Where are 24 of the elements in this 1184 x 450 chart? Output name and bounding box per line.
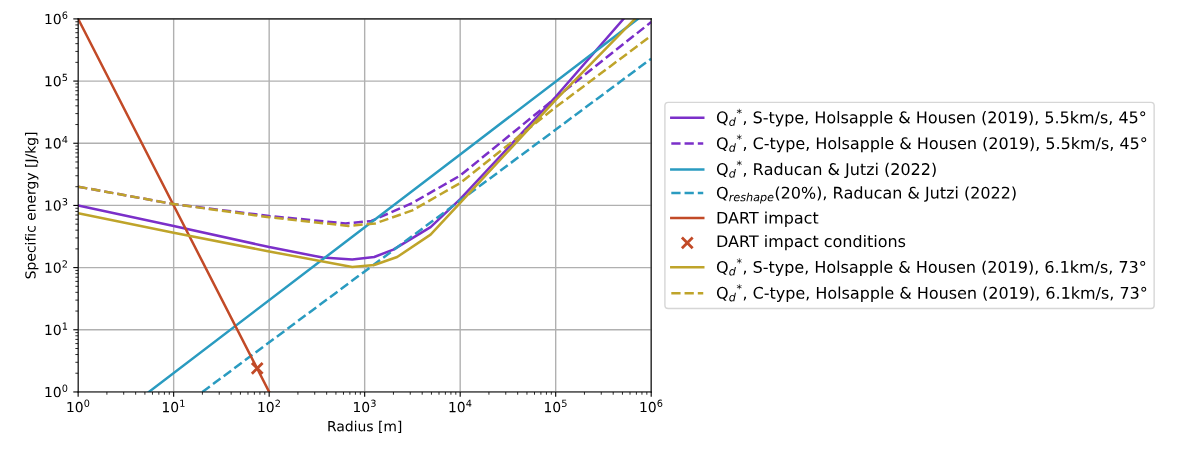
legend-label: Q$_{d}$$^{*}$, C-type, Holsapple & Housen (2019), 5.5km/s, 45° (716, 134, 1147, 153)
x-tick-label: 10$^{0}$ (67, 399, 90, 413)
legend-label: Q$_{reshape}$(20%), Raducan & Jutzi (2022) (716, 186, 1016, 204)
y-tick-label: 10$^{6}$ (45, 11, 68, 25)
y-tick-label: 10$^{0}$ (45, 384, 68, 398)
x-tick-label: 10$^{5}$ (544, 399, 567, 413)
y-tick-label: 10$^{2}$ (45, 260, 67, 273)
y-axis-title: Specific energy [J/kg] (24, 132, 39, 279)
x-tick-label: 10$^{4}$ (449, 399, 472, 413)
x-axis-title: Radius [m] (328, 420, 402, 434)
y-tick-label: 10$^{5}$ (45, 73, 68, 87)
y-tick-label: 10$^{4}$ (45, 136, 68, 149)
x-tick-label: 10$^{2}$ (258, 399, 280, 413)
x-tick-label: 10$^{1}$ (162, 399, 185, 413)
legend-label: Q$_{d}$$^{*}$, S-type, Holsapple & Housen (2019), 5.5km/s, 45° (716, 108, 1146, 127)
x-tick-label: 10$^{6}$ (640, 399, 663, 413)
legend-label: DART impact (717, 211, 819, 227)
y-tick-label: 10$^{3}$ (45, 198, 68, 211)
legend-label: DART impact conditions (717, 234, 906, 251)
legend-label: Q$_{d}$$^{*}$, S-type, Holsapple & Housen (2019), 6.1km/s, 73° (716, 258, 1146, 277)
legend-label: Q$_{d}$$^{*}$, Raducan & Jutzi (2022) (716, 160, 936, 179)
legend-label: Q$_{d}$$^{*}$, C-type, Holsapple & Housen (2019), 6.1km/s, 73° (716, 284, 1147, 302)
x-tick-label: 10$^{3}$ (353, 399, 376, 413)
y-tick-label: 10$^{1}$ (45, 322, 68, 336)
